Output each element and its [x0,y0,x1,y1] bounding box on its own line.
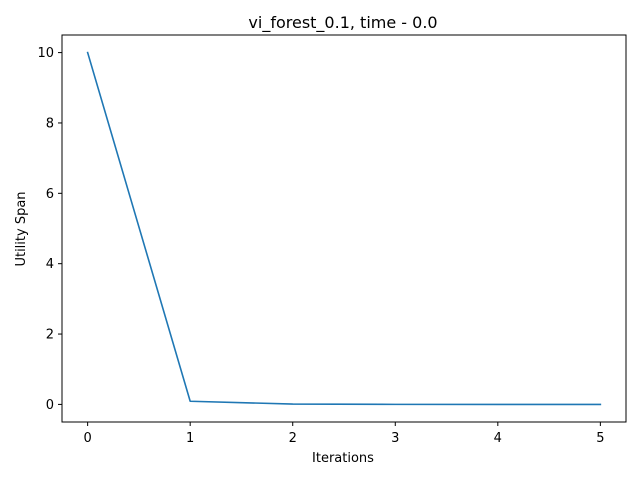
y-tick-label: 4 [46,257,54,272]
plot-frame [61,34,627,423]
y-tick-label: 10 [37,46,54,61]
chart-title: vi_forest_0.1, time - 0.0 [248,13,437,33]
y-tick-label: 2 [46,328,54,343]
y-axis-label: Utility Span [14,191,29,266]
x-tick-label: 1 [186,431,194,446]
axis-ticks: 0 1 2 3 4 5 0 2 4 6 8 10 [37,46,604,446]
plot-area [86,51,602,406]
y-tick-label: 8 [46,116,54,131]
x-tick-label: 0 [83,431,91,446]
y-tick-label: 6 [46,187,54,202]
x-tick-label: 2 [289,431,297,446]
x-tick-label: 5 [596,431,604,446]
y-tick-label: 0 [46,398,54,413]
x-tick-label: 3 [391,431,399,446]
x-axis-label: Iterations [312,451,374,466]
series-line [86,51,602,406]
x-tick-label: 4 [494,431,502,446]
